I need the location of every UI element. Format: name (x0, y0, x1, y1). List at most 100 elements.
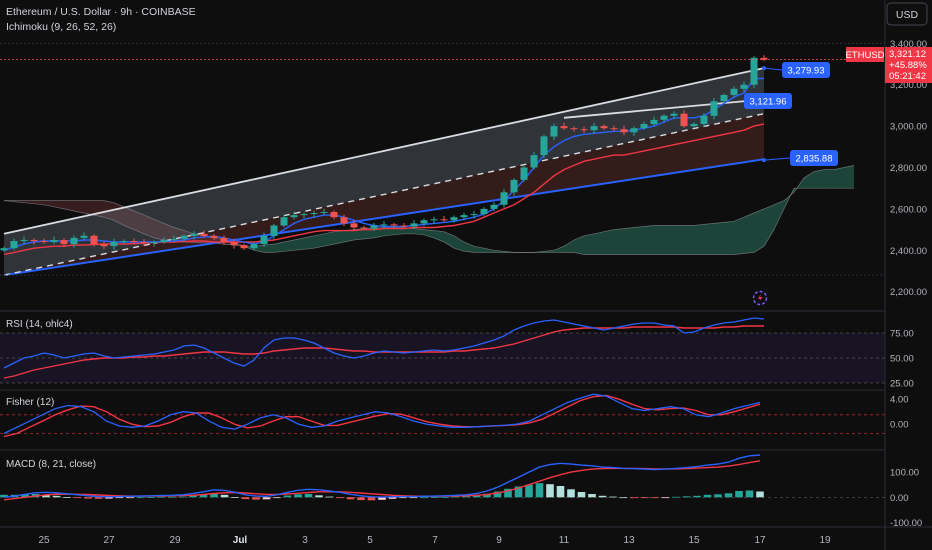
level-anchor (762, 66, 766, 71)
macd-histogram-bar (315, 495, 323, 498)
candle-body (260, 235, 268, 245)
kijun-line (3, 123, 765, 256)
macd-histogram-bar (714, 494, 722, 498)
candle-body (290, 215, 298, 218)
fisher-label[interactable]: Fisher (12) (6, 397, 54, 408)
candle-body (550, 126, 558, 137)
candle-body (640, 124, 648, 129)
currency-label: USD (896, 9, 919, 21)
macd-histogram-bar (693, 495, 701, 498)
candle-body (200, 233, 208, 236)
channel-mid-line (3, 112, 765, 276)
candle-body (90, 235, 98, 245)
cloud-segment (594, 231, 604, 255)
candle-body (350, 223, 358, 228)
candle-body (420, 220, 428, 224)
macd-histogram-bar (126, 497, 134, 499)
candle-body (490, 204, 498, 209)
time-tick-label: 13 (623, 535, 635, 546)
cloud-segment (614, 228, 624, 255)
cloud-segment (694, 224, 704, 255)
macd-tick-label: 100.00 (890, 468, 919, 479)
cloud-segment (634, 226, 644, 255)
macd-histogram-bar (346, 497, 355, 500)
macd-histogram-bar (325, 496, 334, 498)
candle-body (40, 241, 48, 242)
macd-histogram-bar (357, 497, 365, 501)
macd-histogram-bar (21, 494, 29, 498)
macd-histogram-bar (136, 497, 145, 499)
macd-label[interactable]: MACD (8, 21, close) (6, 459, 96, 470)
macd-histogram-bar (409, 497, 418, 499)
price-tag-change: +45.88% (889, 60, 927, 71)
level-label-text: 3,121.96 (750, 97, 787, 108)
macd-tick-label: -100.00 (890, 518, 922, 529)
indicator-label-ichimoku[interactable]: Ichimoku (9, 26, 52, 26) (6, 21, 116, 33)
candle-body (70, 237, 78, 245)
cloud-segment (484, 248, 494, 253)
cloud-segment (434, 230, 444, 242)
price-axis[interactable]: 3,400.00 3,200.00 3,000.00 2,800.00 2,600.00… (0, 39, 927, 298)
cloud-segment (654, 225, 664, 255)
cloud-segment (264, 244, 274, 253)
cloud-segment (744, 213, 754, 254)
price-tag-symbol: ETHUSD (845, 50, 884, 61)
candle-body (270, 225, 278, 236)
level-label-text: 3,279.93 (788, 66, 825, 77)
candle-body (410, 223, 418, 227)
time-tick-label: 5 (367, 535, 373, 546)
macd-histogram-bar (105, 497, 113, 499)
rsi-tick-label: 50.00 (890, 354, 914, 365)
cloud-segment (414, 228, 424, 235)
rsi-tick-label: 25.00 (890, 379, 914, 390)
fisher-line (3, 393, 761, 435)
candle-body (670, 113, 678, 116)
candle-body (750, 57, 758, 85)
macd-histogram-bar (336, 497, 344, 499)
candle-body (190, 233, 198, 236)
rsi-label[interactable]: RSI (14, ohlc4) (6, 319, 73, 330)
macd-histogram-bar (672, 496, 680, 498)
macd-histogram-bar (441, 497, 449, 498)
candle-body (690, 124, 698, 127)
candle-body (140, 242, 148, 243)
candle-body (110, 242, 118, 247)
macd-histogram-bar (0, 494, 8, 498)
cloud-segment (664, 225, 674, 255)
macd-histogram-bar (157, 496, 166, 498)
macd-histogram-bar (735, 491, 743, 498)
cloud-segment (144, 215, 154, 238)
time-axis[interactable]: 25 27 29 Jul 3 5 7 9 11 13 15 17 19 (38, 535, 831, 546)
candle-body (320, 212, 328, 213)
alert-icon[interactable] (752, 290, 768, 306)
senkou-span-a (3, 165, 855, 253)
cloud-segment (54, 200, 64, 209)
level-anchor (762, 158, 766, 163)
macd-histogram-bar (210, 493, 218, 498)
cloud-segment (134, 211, 144, 234)
macd-histogram-bar (73, 497, 82, 499)
candle-body (150, 242, 158, 243)
rsi-tick-label: 75.00 (890, 329, 914, 340)
cloud-segment (354, 228, 364, 240)
rsi-pane: 75.00 50.00 25.00 (0, 317, 914, 390)
macd-histogram-bar (556, 486, 565, 498)
cloud-segment (74, 200, 84, 213)
macd-histogram-bar (420, 497, 428, 499)
cloud-segment (734, 217, 744, 255)
candle-body (180, 235, 188, 239)
cloud-segment (554, 246, 564, 253)
candle-body (210, 235, 218, 238)
candles (0, 55, 846, 252)
candle-body (310, 213, 318, 214)
cloud-segment (454, 235, 464, 252)
candle-body (30, 240, 38, 241)
candle-body (430, 219, 438, 221)
cloud-segment (674, 225, 684, 255)
macd-histogram-bar (609, 496, 617, 498)
currency-button[interactable]: USD (886, 2, 928, 26)
macd-histogram-bar (63, 497, 71, 498)
symbol-title[interactable]: Ethereum / U.S. Dollar · 9h · COINBASE (6, 6, 196, 18)
time-tick-label: 11 (559, 535, 570, 546)
